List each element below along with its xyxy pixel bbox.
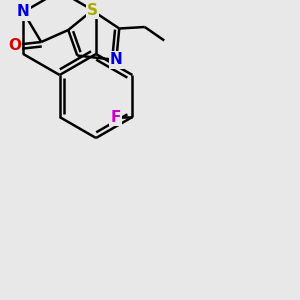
Text: N: N [17, 4, 30, 20]
Text: O: O [8, 38, 21, 52]
Text: F: F [111, 110, 121, 124]
Text: N: N [110, 52, 123, 68]
Text: S: S [87, 3, 98, 18]
